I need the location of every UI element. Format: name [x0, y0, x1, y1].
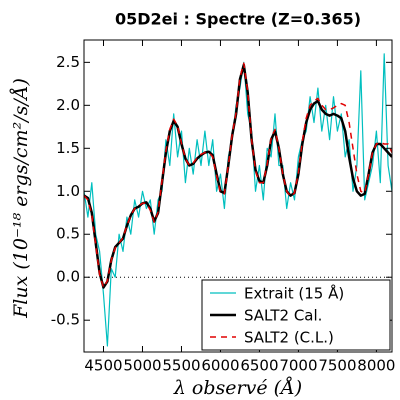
legend-label: SALT2 (C.L.)	[244, 329, 334, 347]
x-tick-label: 7000	[279, 357, 317, 375]
plot-frame	[83, 39, 393, 353]
y-tick-label: 0.5	[56, 225, 80, 243]
y-tick-label: 0.0	[56, 268, 80, 286]
x-axis-label: λ observé (Å)	[173, 377, 302, 399]
y-tick-label: 1.5	[56, 139, 80, 157]
y-tick-label: 2.5	[56, 53, 80, 71]
legend-label: Extrait (15 Å)	[244, 284, 344, 303]
x-tick-label: 7500	[318, 357, 356, 375]
legend-box	[201, 279, 391, 351]
chart-title: 05D2ei : Spectre (Z=0.365)	[115, 10, 361, 29]
y-tick-label: 2.0	[56, 96, 80, 114]
y-tick-label: 1.0	[56, 182, 80, 200]
legend-label: SALT2 Cal.	[244, 307, 322, 325]
y-tick-label: -0.5	[51, 311, 80, 329]
y-axis-label: Flux (10⁻¹⁸ ergs/cm²/s/Å)	[10, 78, 32, 319]
x-tick-label: 5500	[162, 357, 200, 375]
x-tick-label: 8000	[357, 357, 395, 375]
x-tick-label: 6000	[201, 357, 239, 375]
series-line	[84, 62, 392, 289]
x-tick-label: 6500	[240, 357, 278, 375]
x-tick-label: 4500	[84, 357, 122, 375]
series-line	[84, 63, 392, 289]
x-tick-label: 5000	[123, 357, 161, 375]
